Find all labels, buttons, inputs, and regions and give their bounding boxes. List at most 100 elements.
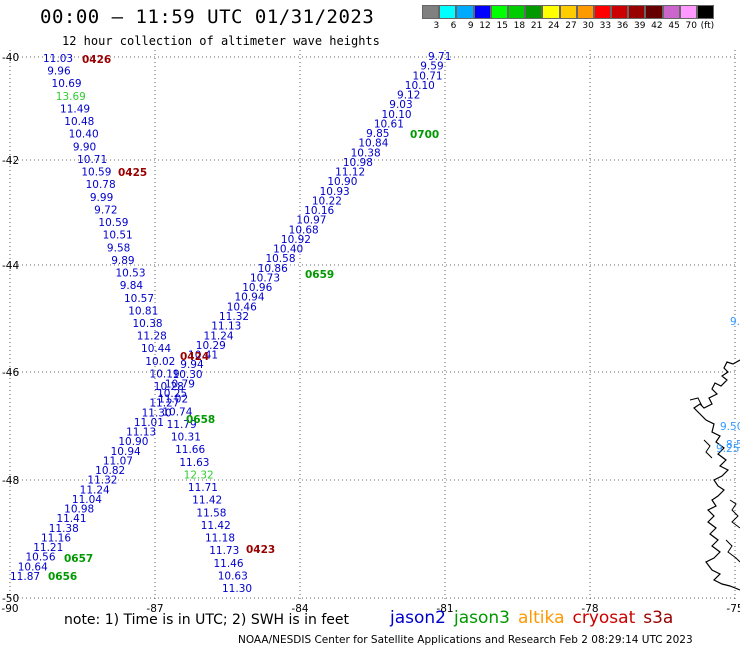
pass-time-label: 0426 [82,54,111,66]
wave-height-value: 12.32 [184,469,214,481]
pass-time-label: 0658 [186,414,215,426]
wave-height-value: 9.85 [366,128,389,140]
wave-height-value: 10.78 [86,179,116,191]
wave-height-value: 10.94 [111,446,141,458]
legend-swatch [439,5,457,19]
wave-height-value: 10.61 [374,118,404,130]
wave-height-value: 11.32 [87,475,117,487]
wave-height-value: 9.94 [180,359,204,371]
wave-height-value: 11.32 [219,311,249,323]
wave-height-value: 10.86 [258,263,288,275]
wave-height-value: 9.58 [107,242,130,254]
wave-height-value: 10.10 [382,109,412,121]
longitude-label: -87 [146,603,163,615]
pass-time-label: 0656 [48,571,77,583]
wave-height-value: 10.79 [165,378,195,390]
legend-label: 42 [651,21,663,31]
latitude-label: -40 [2,52,19,64]
wave-height-value: 10.53 [115,268,145,280]
wave-height-value: 11.79 [167,419,197,431]
wave-height-value: 10.69 [52,78,82,90]
legend-swatch [679,5,697,19]
legend-label: 3 [433,21,440,31]
wave-height-value: 10.97 [296,215,326,227]
wave-height-value: 10.41 [188,350,218,362]
legend-swatch [611,5,629,19]
legend-swatch [697,5,715,19]
legend-swatch [525,5,543,19]
satellite-name: altika [518,608,565,628]
longitude-label: -81 [436,603,453,615]
legend-label: 36 [616,21,629,31]
wave-height-value: 9.96 [47,66,71,78]
wave-height-value: 10.58 [265,253,295,265]
wave-height-value: 9.71 [428,51,451,63]
wave-height-value: 10.96 [242,282,272,294]
satellite-name: jason3 [454,608,510,628]
wave-height-value: 9.59 [420,61,443,73]
wave-height-value: 9.90 [73,141,96,153]
wave-height-value: 11.46 [213,558,243,570]
legend-label: 30 [582,21,594,31]
legend-label: 27 [565,21,577,31]
legend-swatch [422,5,440,19]
pass-time-label: 0700 [410,129,439,141]
legend-swatch [456,5,474,19]
wave-height-value: 10.44 [141,343,171,355]
legend-label: 70 [685,21,697,31]
coastline-chile [693,359,740,591]
wave-height-value: 9.03 [389,99,412,111]
wave-height-value: 10.29 [196,340,226,352]
wave-height-value: 9.72 [94,204,117,216]
wave-height-value: 10.19 [150,368,180,380]
wave-height-value: 11.21 [33,542,63,554]
wave-height-value: 10.38 [351,147,381,159]
legend-swatch [662,5,680,19]
wave-height-value: 11.30 [142,407,172,419]
wave-height-value: 10.10 [405,80,435,92]
map-grid [9,50,738,600]
wave-height-value: 10.31 [171,432,201,444]
wave-height-value: 11.04 [72,494,102,506]
wave-height-value: 11.28 [137,331,167,343]
satellite-name: s3a [643,608,674,628]
wave-height-value: 11.66 [175,444,205,456]
wave-height-value: 10.81 [128,305,158,317]
wave-height-value: 10.63 [218,570,248,582]
wave-height-value: 11.24 [80,484,110,496]
legend-swatch [628,5,646,19]
legend-label: (ft) [700,21,715,31]
wave-height-value: 11.42 [201,520,231,532]
legend-label: 33 [599,21,612,31]
axis-labels: -40 -42 -44 -46 -48 -50-90 -87 -84 -81 -78 -75 [1,52,740,615]
pass-time-label: 0423 [246,544,275,556]
wave-height-value: 9.50 [720,421,740,433]
wave-height-value: 10.90 [118,436,148,448]
latitude-label: -42 [2,155,19,167]
wave-height-value: 11.13 [211,321,241,333]
wave-height-value: 10.82 [95,465,125,477]
wave-height-value: 11.63 [179,457,209,469]
track-labels: 11.039.9610.6913.6911.4910.4810.409.9010… [10,51,740,595]
wave-height-value: 10.92 [281,234,311,246]
pass-time-label: 0659 [305,269,334,281]
wave-height-value: 9.99 [90,192,113,204]
longitude-label: -90 [1,603,18,615]
wave-height-value: 10.46 [227,301,257,313]
legend-swatch [593,5,612,19]
wave-height-value: 10.84 [358,138,388,150]
legend-swatch [559,5,577,19]
wave-height-value: 10.56 [25,552,55,564]
footnote: note: 1) Time is in UTC; 2) SWH is in fe… [64,612,350,628]
wave-height-value: 10.74 [162,406,192,418]
wave-height-value: 9.89 [111,255,134,267]
wave-height-value: 10.98 [343,157,373,169]
longitude-label: -75 [726,603,740,615]
wave-height-value: 10.48 [64,116,94,128]
wave-height-value: 11.73 [209,545,239,557]
wave-height-value: 11.71 [188,482,218,494]
coastline-islands [689,397,740,563]
legend-swatch [542,5,560,19]
wave-height-value: 10.57 [124,293,154,305]
